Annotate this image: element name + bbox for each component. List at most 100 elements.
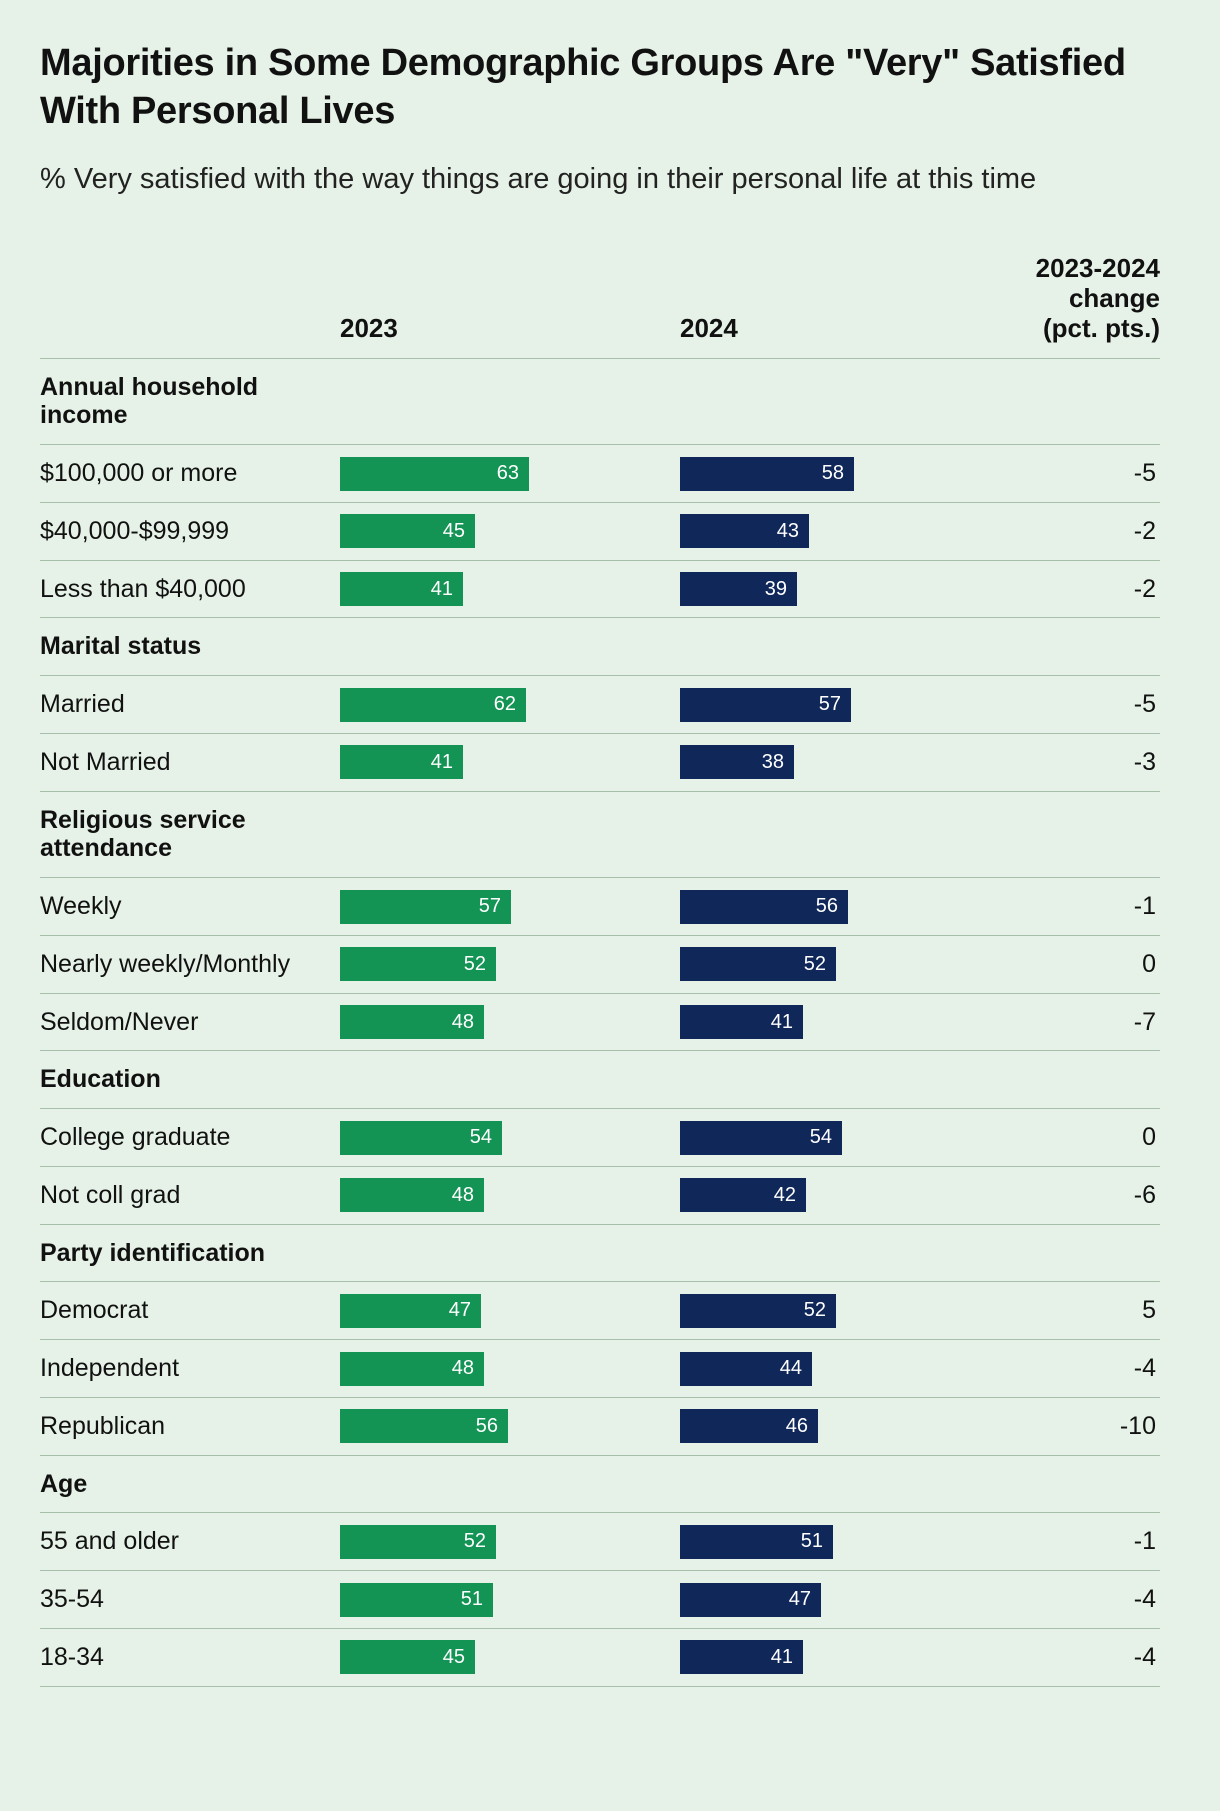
bar-2024-bar: 56 <box>680 890 848 924</box>
row-label: 35-54 <box>40 1571 300 1628</box>
data-grid: 2023 2024 2023-2024 change (pct. pts.) A… <box>40 254 1180 1687</box>
row-label: $100,000 or more <box>40 445 300 502</box>
change-value: -4 <box>1020 1643 1160 1672</box>
change-value: -7 <box>1020 1008 1160 1037</box>
change-value: -1 <box>1020 1527 1160 1556</box>
bar-2024: 39 <box>680 572 980 606</box>
bar-2023: 48 <box>340 1005 640 1039</box>
header-year1: 2023 <box>340 313 640 358</box>
row-label: Nearly weekly/Monthly <box>40 936 300 993</box>
row-label: Republican <box>40 1398 300 1455</box>
bar-2024: 38 <box>680 745 980 779</box>
bar-2024-bar: 47 <box>680 1583 821 1617</box>
bar-2023-bar: 45 <box>340 514 475 548</box>
bar-2023: 52 <box>340 947 640 981</box>
row-label: Less than $40,000 <box>40 561 300 618</box>
bar-2023-bar: 48 <box>340 1178 484 1212</box>
bar-2024-bar: 58 <box>680 457 854 491</box>
change-value: -6 <box>1020 1181 1160 1210</box>
group-label: Education <box>40 1051 300 1108</box>
bar-2024: 44 <box>680 1352 980 1386</box>
change-value: -2 <box>1020 517 1160 546</box>
group-label: Party identification <box>40 1225 300 1282</box>
change-value: 0 <box>1020 950 1160 979</box>
row-label: 55 and older <box>40 1513 300 1570</box>
group-label: Marital status <box>40 618 300 675</box>
change-value: 5 <box>1020 1296 1160 1325</box>
bar-2024: 54 <box>680 1121 980 1155</box>
bar-2024-bar: 52 <box>680 1294 836 1328</box>
bar-2023-bar: 48 <box>340 1005 484 1039</box>
header-blank <box>40 344 300 358</box>
bar-2024-bar: 51 <box>680 1525 833 1559</box>
group-label: Religious service attendance <box>40 792 300 878</box>
header-year2: 2024 <box>680 313 980 358</box>
row-label: Not coll grad <box>40 1167 300 1224</box>
row-label: Married <box>40 676 300 733</box>
change-value: -5 <box>1020 459 1160 488</box>
row-label: Independent <box>40 1340 300 1397</box>
bar-2024-bar: 43 <box>680 514 809 548</box>
bar-2023-bar: 62 <box>340 688 526 722</box>
bar-2023: 62 <box>340 688 640 722</box>
bar-2023-bar: 41 <box>340 572 463 606</box>
bar-2023-bar: 48 <box>340 1352 484 1386</box>
bar-2023-bar: 47 <box>340 1294 481 1328</box>
change-value: -5 <box>1020 690 1160 719</box>
change-value: -2 <box>1020 575 1160 604</box>
bar-2024: 52 <box>680 1294 980 1328</box>
bar-2024: 47 <box>680 1583 980 1617</box>
chart-subtitle: % Very satisfied with the way things are… <box>40 163 1180 196</box>
bar-2024-bar: 52 <box>680 947 836 981</box>
change-value: -3 <box>1020 748 1160 777</box>
row-label: College graduate <box>40 1109 300 1166</box>
bar-2023: 63 <box>340 457 640 491</box>
bar-2024: 42 <box>680 1178 980 1212</box>
group-label: Annual household income <box>40 359 300 445</box>
bar-2023: 45 <box>340 514 640 548</box>
row-label: Not Married <box>40 734 300 791</box>
bar-2024: 43 <box>680 514 980 548</box>
bar-2024-bar: 42 <box>680 1178 806 1212</box>
bar-2024: 56 <box>680 890 980 924</box>
row-label: 18-34 <box>40 1629 300 1686</box>
bar-2024: 57 <box>680 688 980 722</box>
change-value: 0 <box>1020 1123 1160 1152</box>
bar-2023-bar: 45 <box>340 1640 475 1674</box>
bar-2023-bar: 54 <box>340 1121 502 1155</box>
bar-2024: 51 <box>680 1525 980 1559</box>
bar-2023-bar: 41 <box>340 745 463 779</box>
bar-2024-bar: 46 <box>680 1409 818 1443</box>
bar-2024: 58 <box>680 457 980 491</box>
row-label: Democrat <box>40 1282 300 1339</box>
bar-2024: 41 <box>680 1640 980 1674</box>
bar-2024-bar: 54 <box>680 1121 842 1155</box>
bar-2023: 54 <box>340 1121 640 1155</box>
change-value: -4 <box>1020 1354 1160 1383</box>
change-value: -10 <box>1020 1412 1160 1441</box>
bar-2024: 52 <box>680 947 980 981</box>
row-label: Seldom/Never <box>40 994 300 1051</box>
header-change: 2023-2024 change (pct. pts.) <box>1020 254 1160 358</box>
bar-2024: 41 <box>680 1005 980 1039</box>
bar-2023: 51 <box>340 1583 640 1617</box>
bar-2023-bar: 52 <box>340 1525 496 1559</box>
row-label: $40,000-$99,999 <box>40 503 300 560</box>
bar-2024-bar: 57 <box>680 688 851 722</box>
bar-2023: 48 <box>340 1178 640 1212</box>
bar-2024: 46 <box>680 1409 980 1443</box>
bar-2023: 47 <box>340 1294 640 1328</box>
bar-2024-bar: 38 <box>680 745 794 779</box>
bar-2023: 56 <box>340 1409 640 1443</box>
change-value: -1 <box>1020 892 1160 921</box>
bar-2023: 45 <box>340 1640 640 1674</box>
divider <box>40 1686 1160 1687</box>
bar-2023-bar: 63 <box>340 457 529 491</box>
bar-2023: 41 <box>340 572 640 606</box>
row-label: Weekly <box>40 878 300 935</box>
bar-2024-bar: 41 <box>680 1640 803 1674</box>
bar-2024-bar: 44 <box>680 1352 812 1386</box>
bar-2024-bar: 39 <box>680 572 797 606</box>
bar-2023-bar: 56 <box>340 1409 508 1443</box>
chart-title: Majorities in Some Demographic Groups Ar… <box>40 40 1180 135</box>
